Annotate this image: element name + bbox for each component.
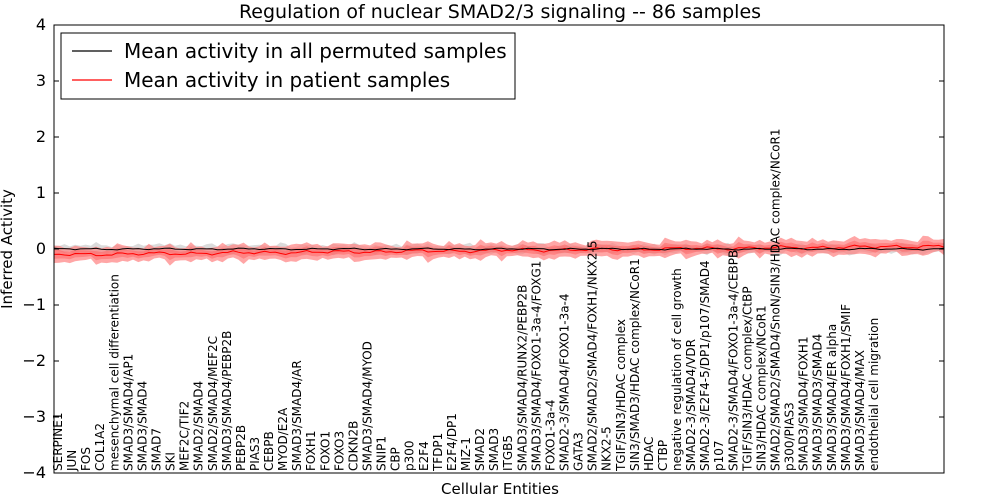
entity-label: SIN3/SMAD3/HDAC complex/NCoR1: [628, 258, 642, 471]
entity-label: SMAD3/SMAD4/MAX: [853, 350, 867, 471]
y-tick-label: 3: [36, 71, 46, 90]
y-tick-label: 4: [36, 15, 46, 34]
entity-label: SMAD2-3/E2F4-5/DP1/p107/SMAD4: [698, 260, 712, 471]
y-tick-label: −2: [22, 351, 46, 370]
entity-label: MIZ-1: [459, 437, 473, 471]
entity-label: SMAD3: [487, 428, 501, 471]
entity-label: CBP: [389, 447, 403, 471]
y-tick-label: 1: [36, 183, 46, 202]
entity-label: PIAS3: [248, 437, 262, 471]
entity-label: COL1A2: [93, 423, 107, 471]
entity-labels: SERPINE1 JUN FOS COL1A2 mesenchymal cell dif…: [51, 128, 881, 472]
y-tick-label: 0: [36, 239, 46, 258]
entity-label: JUN: [65, 450, 79, 472]
plot-frame: [53, 24, 945, 474]
entity-label: SMAD7: [150, 428, 164, 471]
entity-label: TGIF/SIN3/HDAC complex: [614, 319, 628, 472]
entity-label: CDKN2B: [346, 421, 360, 471]
entity-label: MEF2C/TIF2: [178, 401, 192, 471]
series-lines: [53, 244, 945, 257]
legend-label-patient: Mean activity in patient samples: [124, 68, 450, 92]
entity-label: HDAC: [642, 437, 656, 471]
entity-label: p300/PIAS3: [783, 402, 797, 471]
entity-label: endothelial cell migration: [867, 318, 881, 471]
entity-label: FOXO1: [318, 431, 332, 471]
entity-label: SMAD3/SMAD4/FOXH1: [797, 336, 811, 471]
y-tick-label: −1: [22, 295, 46, 314]
entity-label: SMAD3/SMAD4: [135, 381, 149, 471]
entity-label: mesenchymal cell differentiation: [107, 274, 121, 471]
chart-title: Regulation of nuclear SMAD2/3 signaling …: [239, 1, 761, 23]
entity-label: SMAD2/SMAD4: [192, 381, 206, 471]
entity-label: SERPINE1: [51, 412, 65, 471]
entity-label: SMAD3/SMAD4/AP1: [121, 354, 135, 471]
entity-label: SMAD3/SMAD4/AR: [290, 360, 304, 471]
y-tick-label: −4: [22, 463, 46, 482]
legend: Mean activity in all permuted samples Me…: [60, 32, 516, 100]
entity-label: FOXO3: [332, 431, 346, 471]
entity-label: TFDP1: [431, 433, 445, 472]
entity-label: SMAD3/SMAD4/FOXO1-3a-4/FOXG1: [529, 261, 543, 471]
entity-label: MYOD/E2A: [276, 407, 290, 471]
y-tick-label: 2: [36, 127, 46, 146]
entity-label: GATA3: [572, 432, 586, 471]
entity-label: CTBP: [656, 440, 670, 471]
legend-label-permuted: Mean activity in all permuted samples: [124, 39, 507, 63]
y-axis-label: Inferred Activity: [0, 189, 16, 309]
y-ticks: −4 −3 −2 −1 0 1 2 3 4: [22, 15, 944, 482]
entity-label: SMAD2-3/SMAD4/FOXO1-3a-4/CEBPB: [726, 250, 740, 471]
entity-label: SMAD3/SMAD3/SMAD4: [811, 334, 825, 471]
entity-label: PEBP2B: [234, 425, 248, 471]
entity-label: SIN3/HDAC complex/NCoR1: [754, 305, 768, 471]
entity-label: TGIF/SIN3/HDAC complex/CtBP: [740, 286, 754, 472]
line-patient: [53, 244, 945, 257]
entity-label: CEBPB: [262, 431, 276, 471]
entity-label: SMAD3/SMAD4/MYOD: [361, 341, 375, 471]
entity-label: ITGB5: [501, 435, 515, 471]
y-tick-label: −3: [22, 407, 46, 426]
entity-label: E2F4: [417, 441, 431, 471]
entity-label: p300: [403, 440, 417, 471]
entity-label: SKI: [164, 452, 178, 471]
entity-label: SMAD2-3/SMAD4/VDR: [684, 339, 698, 471]
line-permuted: [53, 247, 945, 251]
entity-label: SMAD3/SMAD4/FOXH1/SMIF: [839, 304, 853, 471]
entity-label: SMAD2-3/SMAD4/FOXO1-3a-4: [558, 293, 572, 471]
entity-label: SNIP1: [375, 436, 389, 471]
entity-label: SMAD2/SMAD2/SMAD4/SnoN/SIN3/HDAC complex…: [769, 128, 783, 471]
x-axis-label: Cellular Entities: [441, 480, 559, 498]
entity-label: SMAD3/SMAD4/ER alpha: [825, 324, 839, 471]
entity-label: SMAD2/SMAD2/SMAD4/FOXH1/NKX2-5: [586, 241, 600, 471]
entity-label: FOS: [79, 447, 93, 471]
entity-label: negative regulation of cell growth: [670, 268, 684, 471]
entity-label: SMAD3/SMAD4/RUNX2/PEBP2B: [515, 285, 529, 471]
entity-label: p107: [712, 440, 726, 471]
entity-label: E2F4/DP1: [445, 413, 459, 471]
entity-label: NKX2-5: [600, 426, 614, 471]
entity-label: FOXH1: [304, 430, 318, 470]
entity-label: SMAD2/SMAD4/MEF2C: [206, 336, 220, 471]
entity-label: SMAD2: [473, 428, 487, 471]
entity-label: SMAD3/SMAD4/PEBP2B: [220, 331, 234, 471]
legend-box: [60, 32, 516, 100]
entity-label: FOXO1-3a-4: [543, 400, 557, 471]
